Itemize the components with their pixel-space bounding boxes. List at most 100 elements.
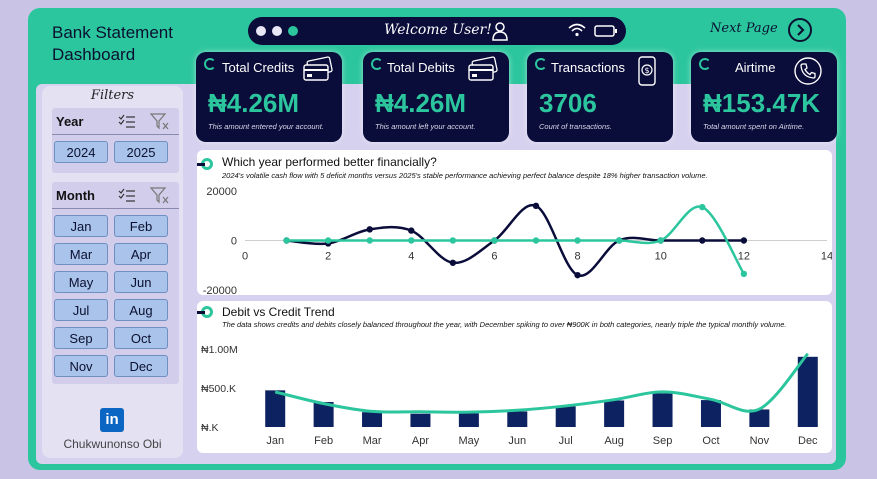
kpi-label: Total Credits <box>222 60 295 75</box>
svg-text:$: $ <box>644 66 649 75</box>
x-tick-label: 8 <box>575 251 581 263</box>
x-tick-label: Apr <box>412 435 429 447</box>
ring-icon <box>535 58 547 70</box>
x-tick-label: Mar <box>363 435 382 447</box>
kpi-desc: Count of transactions. <box>539 122 612 131</box>
month-btn-jul[interactable]: Jul <box>54 299 108 321</box>
data-point <box>283 237 290 244</box>
year-btn-2024[interactable]: 2024 <box>54 141 108 163</box>
data-point <box>366 237 373 244</box>
data-point <box>366 226 373 233</box>
title-line-1: Bank Statement <box>52 23 173 42</box>
x-tick-label: Oct <box>702 435 719 447</box>
x-tick-label: Aug <box>604 435 624 447</box>
month-btn-apr[interactable]: Apr <box>114 243 168 265</box>
bar <box>604 400 625 427</box>
author-name: Chukwunonso Obi <box>63 437 162 451</box>
bar-chart-subtitle: The data shows credits and debits closel… <box>222 320 787 329</box>
x-tick-label: Dec <box>798 435 818 447</box>
bar <box>700 400 721 427</box>
data-point <box>449 259 457 266</box>
welcome-text: Welcome User! <box>384 22 492 38</box>
month-btn-aug[interactable]: Aug <box>114 299 168 321</box>
line-chart: 0 2 4 6 8 10 12 14 20000 0 -20000 <box>203 186 832 295</box>
kpi-desc: This amount left your account. <box>375 122 476 131</box>
data-point <box>532 237 540 244</box>
battery-icon <box>594 25 617 37</box>
window-dot-3 <box>288 26 298 36</box>
y-tick-label: ₦500.K <box>201 383 236 395</box>
x-tick-label: 2 <box>325 251 331 263</box>
debit-card-icon <box>468 56 498 81</box>
month-btn-dec[interactable]: Dec <box>114 355 168 377</box>
data-point <box>324 237 332 244</box>
ring-icon <box>204 58 216 70</box>
trend-line <box>274 352 809 414</box>
data-point <box>740 270 748 278</box>
bar <box>652 393 673 427</box>
y-tick-label: 20000 <box>206 186 237 198</box>
kpi-label: Total Debits <box>387 60 455 75</box>
data-point <box>699 237 706 244</box>
month-btn-mar[interactable]: Mar <box>54 243 108 265</box>
month-btn-sep[interactable]: Sep <box>54 327 108 349</box>
linkedin-icon[interactable]: in <box>100 408 124 432</box>
arrow-right-circle-icon[interactable] <box>787 17 813 43</box>
x-tick-label: Sep <box>653 435 673 447</box>
bar <box>797 356 818 427</box>
x-tick-label: 14 <box>821 251 832 263</box>
year-slicer: Year 2024 2025 <box>52 108 179 173</box>
line-chart-panel: Which year performed better financially?… <box>197 150 832 295</box>
clear-filter-icon[interactable] <box>150 187 170 205</box>
data-point <box>699 203 706 211</box>
data-point <box>408 227 415 234</box>
page-title: Bank Statement Dashboard <box>52 22 173 66</box>
bar <box>410 413 431 427</box>
kpi-card-airtime: Airtime ₦153.47K Total amount spent on A… <box>691 52 837 142</box>
bar <box>265 390 286 427</box>
kpi-value: ₦153.47K <box>703 88 821 118</box>
filters-panel: Filters Year 2024 2025 Month Jan Feb Mar <box>42 86 183 458</box>
bar <box>458 413 479 427</box>
x-tick-label: 10 <box>655 251 667 263</box>
month-btn-nov[interactable]: Nov <box>54 355 108 377</box>
bar-chart: ₦1.00M ₦500.K ₦.K Jan Feb Mar Apr May Jun Jul Aug S… <box>201 344 818 447</box>
bar <box>507 411 528 427</box>
x-tick-label: May <box>458 435 479 447</box>
kpi-label: Transactions <box>551 60 625 75</box>
bar-chart-title: Debit vs Credit Trend <box>222 305 335 319</box>
bar <box>313 402 334 427</box>
data-point <box>532 202 540 210</box>
x-tick-label: Jan <box>266 435 284 447</box>
month-btn-may[interactable]: May <box>54 271 108 293</box>
divider <box>52 208 179 209</box>
panel-marker <box>197 311 205 314</box>
month-btn-jan[interactable]: Jan <box>54 215 108 237</box>
bar <box>362 412 383 427</box>
y-tick-label: ₦1.00M <box>201 344 238 356</box>
window-dot-2 <box>272 26 282 36</box>
year-btn-2025[interactable]: 2025 <box>114 141 168 163</box>
x-tick-label: Jul <box>559 435 573 447</box>
wifi-icon <box>568 23 586 37</box>
month-btn-oct[interactable]: Oct <box>114 327 168 349</box>
line-chart-subtitle: 2024's volatile cash flow with 5 deficit… <box>222 171 708 180</box>
phone-money-icon: $ <box>638 56 656 86</box>
kpi-desc: Total amount spent on Airtime. <box>703 122 805 131</box>
multi-select-icon[interactable] <box>118 188 136 204</box>
year-slicer-label: Year <box>56 114 84 129</box>
multi-select-icon[interactable] <box>118 114 136 130</box>
month-btn-feb[interactable]: Feb <box>114 215 168 237</box>
kpi-desc: This amount entered your account. <box>208 122 324 131</box>
user-icon[interactable] <box>492 21 508 41</box>
month-btn-jun[interactable]: Jun <box>114 271 168 293</box>
x-tick-label: 6 <box>491 251 497 263</box>
month-slicer-label: Month <box>56 188 95 203</box>
phone-icon <box>794 57 822 85</box>
x-tick-label: Jun <box>508 435 526 447</box>
kpi-card-transactions: Transactions $ 3706 Count of transaction… <box>527 52 673 142</box>
next-page-label[interactable]: Next Page <box>710 21 778 36</box>
clear-filter-icon[interactable] <box>150 113 170 131</box>
x-tick-label: Nov <box>750 435 770 447</box>
kpi-value: 3706 <box>539 88 597 118</box>
